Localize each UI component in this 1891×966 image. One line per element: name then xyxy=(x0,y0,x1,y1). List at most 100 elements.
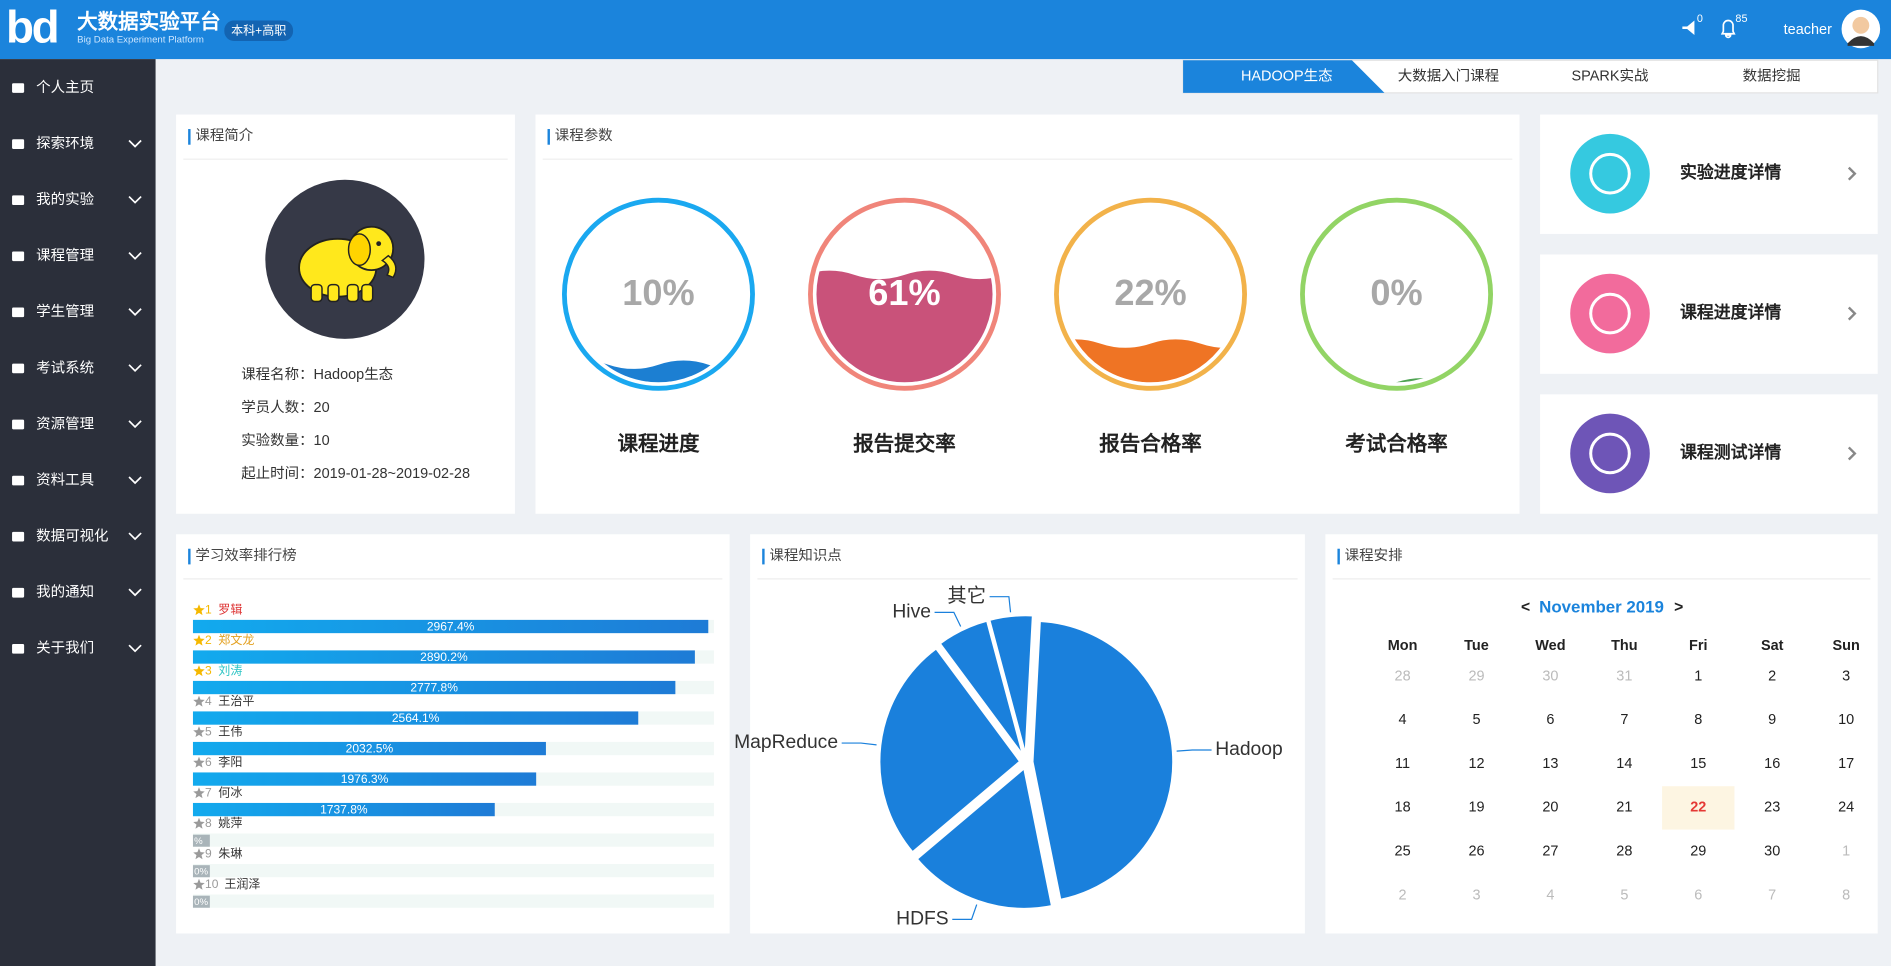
tab[interactable]: SPARK实战 xyxy=(1572,67,1649,84)
calendar-day[interactable]: 2 xyxy=(1399,887,1407,903)
calendar-day[interactable]: 4 xyxy=(1546,887,1554,903)
menu-item[interactable]: 课程管理 xyxy=(36,247,94,264)
bar-label: 2777.8% xyxy=(410,680,458,694)
user-name[interactable]: teacher xyxy=(1784,22,1832,38)
calendar-day[interactable]: 3 xyxy=(1472,887,1480,903)
calendar-day[interactable]: 29 xyxy=(1690,844,1706,860)
rank-number: 2 xyxy=(205,633,212,647)
menu-item[interactable]: 关于我们 xyxy=(36,640,94,657)
calendar-day[interactable]: 5 xyxy=(1472,712,1480,728)
calendar-day[interactable]: 10 xyxy=(1838,712,1854,728)
calendar-day[interactable]: 4 xyxy=(1399,712,1407,728)
bar-label-bg xyxy=(192,834,210,847)
rank-star xyxy=(193,634,205,646)
calendar-day[interactable]: 12 xyxy=(1468,756,1484,772)
bar-track xyxy=(192,833,714,847)
calendar-day[interactable]: 6 xyxy=(1694,887,1702,903)
calendar-day[interactable]: 19 xyxy=(1468,800,1484,816)
panel-title-marker xyxy=(1337,548,1340,565)
calendar-day[interactable]: 11 xyxy=(1395,756,1410,772)
pie-label: HDFS xyxy=(896,908,948,929)
elephant-ear xyxy=(347,233,371,267)
calendar-prev[interactable]: < xyxy=(1521,599,1530,616)
message-count: 0 xyxy=(1697,13,1703,25)
gauge-value: 10% xyxy=(622,272,694,313)
rank-star xyxy=(193,726,205,738)
calendar-day[interactable]: 20 xyxy=(1542,800,1558,816)
menu-item[interactable]: 数据可视化 xyxy=(36,527,108,544)
calendar-day[interactable]: 29 xyxy=(1468,668,1484,684)
calendar-day[interactable]: 25 xyxy=(1395,844,1411,860)
field-value: 10 xyxy=(314,433,330,449)
calendar-day[interactable]: 13 xyxy=(1542,756,1558,772)
calendar-day[interactable]: 7 xyxy=(1768,887,1776,903)
panel-title-marker xyxy=(188,548,191,565)
rank-star xyxy=(193,787,205,799)
calendar-day[interactable]: 7 xyxy=(1620,712,1628,728)
calendar-day[interactable]: 28 xyxy=(1395,668,1411,684)
panel-title: 课程安排 xyxy=(1345,547,1403,564)
calendar-day[interactable]: 28 xyxy=(1616,844,1632,860)
tab[interactable]: HADOOP生态 xyxy=(1241,67,1333,84)
panel-title: 课程参数 xyxy=(555,127,613,144)
calendar-day[interactable]: 15 xyxy=(1690,756,1706,772)
notice-count: 85 xyxy=(1735,13,1747,25)
menu-item[interactable]: 资料工具 xyxy=(36,471,94,488)
menu-item[interactable]: 我的实验 xyxy=(36,191,94,208)
menu-item[interactable]: 资源管理 xyxy=(36,415,94,432)
field-label: 起止时间： xyxy=(241,465,313,482)
menu-chevron xyxy=(128,252,142,260)
calendar-day[interactable]: 31 xyxy=(1616,668,1632,684)
pie-leader xyxy=(841,742,877,746)
calendar-day[interactable]: 17 xyxy=(1838,756,1854,772)
calendar-day[interactable]: 26 xyxy=(1468,844,1484,860)
gauge-value: 22% xyxy=(1114,272,1186,313)
bar xyxy=(192,711,639,725)
calendar-day[interactable]: 8 xyxy=(1842,887,1850,903)
bar-label-bg xyxy=(192,895,210,908)
menu-item[interactable]: 个人主页 xyxy=(36,79,94,96)
menu-item[interactable]: 探索环境 xyxy=(36,134,94,152)
calendar-day[interactable]: 9 xyxy=(1768,712,1776,728)
calendar-day[interactable]: 5 xyxy=(1620,887,1628,903)
calendar-day[interactable]: 18 xyxy=(1395,800,1411,816)
calendar-day[interactable]: 30 xyxy=(1764,844,1780,860)
calendar-day[interactable]: 8 xyxy=(1694,712,1702,728)
calendar-day[interactable]: 22 xyxy=(1690,800,1706,816)
menu-chevron xyxy=(128,420,142,429)
menu-item[interactable]: 考试系统 xyxy=(36,359,94,376)
calendar-day[interactable]: 3 xyxy=(1842,668,1850,684)
menu-icon xyxy=(12,251,25,262)
calendar-day[interactable]: 21 xyxy=(1616,800,1632,816)
calendar-day[interactable]: 30 xyxy=(1542,668,1558,684)
tab[interactable]: 大数据入门课程 xyxy=(1398,67,1499,84)
bar-label: 2564.1% xyxy=(392,711,440,725)
pie-leader xyxy=(952,904,978,920)
calendar-day[interactable]: 23 xyxy=(1764,800,1780,816)
menu-item[interactable]: 学生管理 xyxy=(36,303,94,320)
menu-chevron xyxy=(128,476,142,485)
calendar-day[interactable]: 24 xyxy=(1838,800,1854,816)
menu-item[interactable]: 我的通知 xyxy=(36,584,94,601)
bar-label-bg xyxy=(192,865,210,878)
tab-active-bg xyxy=(1183,60,1385,93)
calendar-day[interactable]: 16 xyxy=(1764,756,1780,772)
calendar-day[interactable]: 27 xyxy=(1542,844,1558,860)
calendar-next[interactable]: > xyxy=(1674,599,1683,616)
calendar-day[interactable]: 14 xyxy=(1616,756,1632,772)
calendar-day[interactable]: 1 xyxy=(1694,668,1702,684)
pie-slice xyxy=(1031,619,1175,902)
gauge-ring xyxy=(1300,197,1494,391)
badge-bg xyxy=(224,20,294,42)
bell-icon[interactable] xyxy=(1720,19,1736,39)
detail-title: 实验进度详情 xyxy=(1680,162,1781,182)
calendar-day[interactable]: 2 xyxy=(1768,668,1776,684)
field-label: 课程名称： xyxy=(241,366,313,383)
megaphone-icon[interactable] xyxy=(1682,20,1695,35)
calendar-day[interactable]: 6 xyxy=(1546,712,1554,728)
detail-chevron xyxy=(1847,306,1857,321)
gauge-ring xyxy=(1054,197,1247,391)
calendar-day[interactable]: 1 xyxy=(1842,844,1850,860)
tab[interactable]: 数据挖掘 xyxy=(1743,67,1801,84)
